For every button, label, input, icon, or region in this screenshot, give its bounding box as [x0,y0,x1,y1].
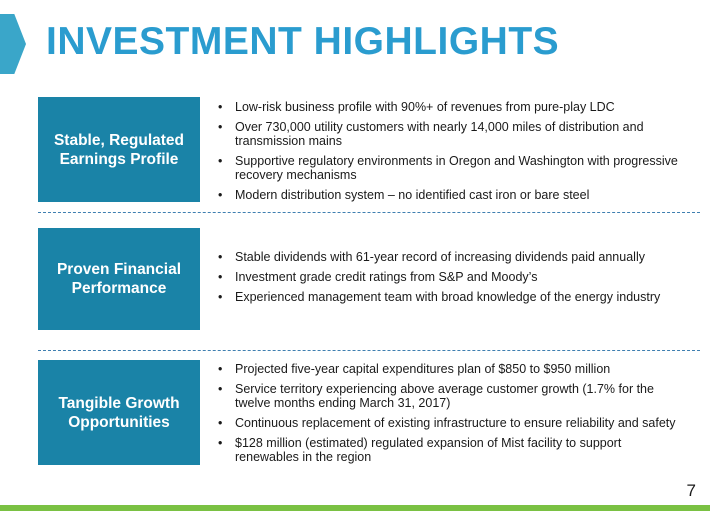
section-label: Proven Financial Performance [56,261,182,297]
section-box-growth-opportunities: Tangible Growth Opportunities [38,360,200,465]
bullet-item: Modern distribution system – no identifi… [218,188,688,202]
bullet-item: Stable dividends with 61-year record of … [218,250,688,264]
section-box-stable-earnings: Stable, Regulated Earnings Profile [38,97,200,202]
section-divider [38,350,700,351]
section-divider [38,212,700,213]
bullet-item: Over 730,000 utility customers with near… [218,120,688,148]
page-number: 7 [686,481,696,500]
bullet-item: Projected five-year capital expenditures… [218,362,688,376]
bullet-item: Service territory experiencing above ave… [218,382,688,410]
bullet-list-growth-opportunities: Projected five-year capital expenditures… [218,362,688,470]
bullet-list-stable-earnings: Low-risk business profile with 90%+ of r… [218,100,688,208]
bullet-item: Experienced management team with broad k… [218,290,688,304]
bullet-item: Investment grade credit ratings from S&P… [218,270,688,284]
bullet-item: $128 million (estimated) regulated expan… [218,436,688,464]
title-chevron-icon [0,14,26,74]
bullet-item: Continuous replacement of existing infra… [218,416,688,430]
bullet-list-financial-performance: Stable dividends with 61-year record of … [218,250,688,310]
bullet-item: Low-risk business profile with 90%+ of r… [218,100,688,114]
section-label: Stable, Regulated Earnings Profile [53,131,185,168]
bullet-item: Supportive regulatory environments in Or… [218,154,688,182]
footer-accent-bar [0,505,710,511]
section-label: Tangible Growth Opportunities [58,394,180,431]
page-title: INVESTMENT HIGHLIGHTS [46,20,560,63]
section-box-financial-performance: Proven Financial Performance [38,228,200,330]
